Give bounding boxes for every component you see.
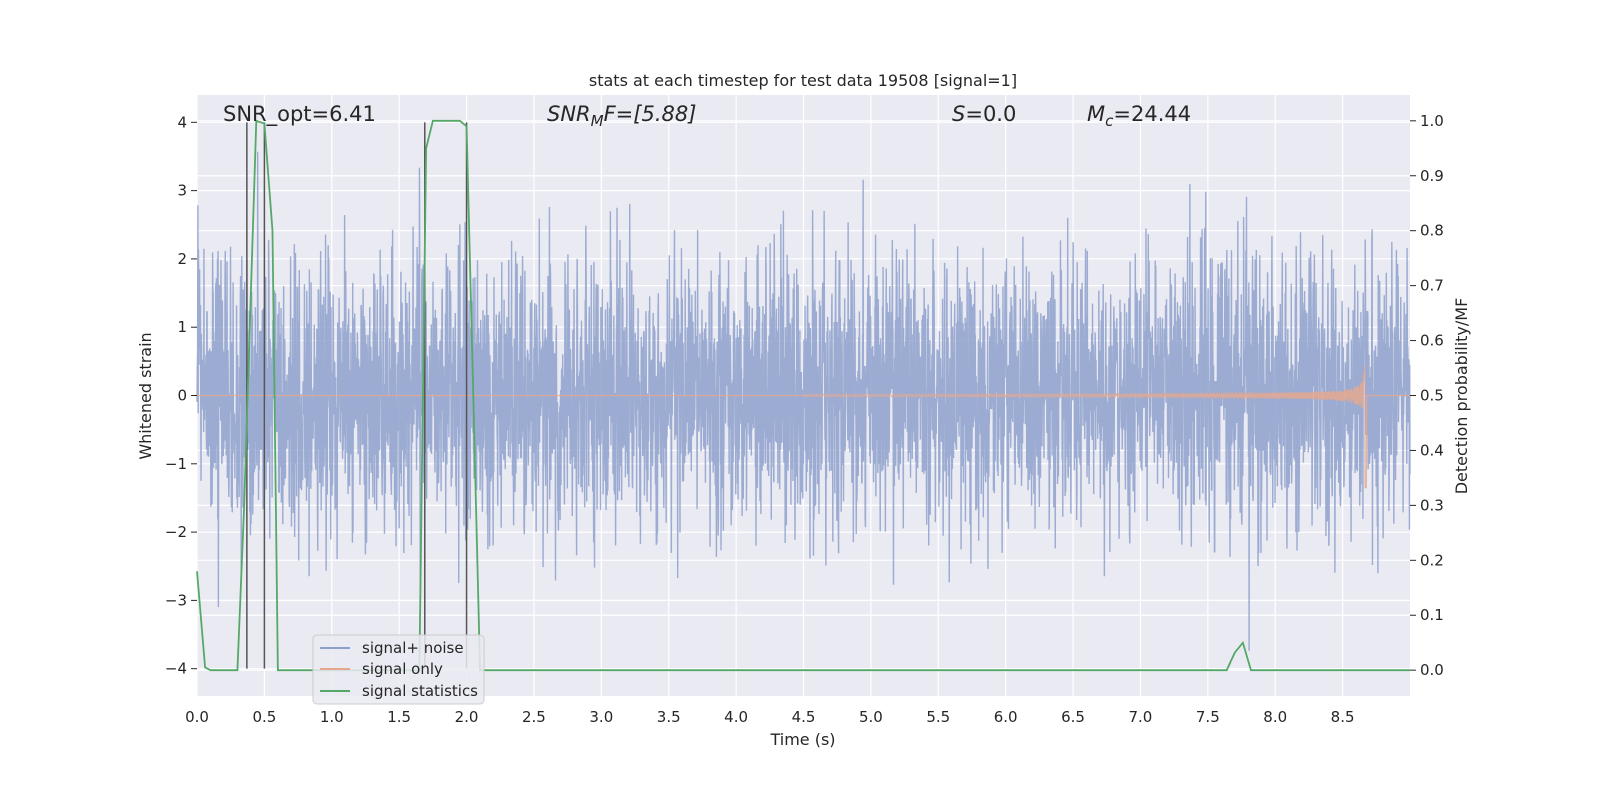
- annotation-s: S=0.0: [952, 102, 1016, 126]
- annotation-snr-mf-rest: F=[5.88]: [604, 102, 697, 126]
- x-tick-label: 4.0: [724, 708, 748, 726]
- annotation-mc-sub: c: [1105, 112, 1114, 130]
- x-axis-label: Time (s): [769, 730, 835, 749]
- legend-label-signal-statistics: signal statistics: [362, 682, 478, 700]
- y-tick-label: 3: [177, 182, 187, 200]
- annotation-mc-var: M: [1087, 102, 1105, 126]
- signal-noise-line: [196, 151, 1411, 651]
- annotation-mc: Mc=24.44: [1087, 102, 1191, 130]
- signal-only-series: [197, 365, 1410, 489]
- x-tick-label: 7.5: [1196, 708, 1220, 726]
- annotation-snr-opt: SNR_opt=6.41: [223, 102, 376, 127]
- x-tick-label: 6.5: [1061, 708, 1085, 726]
- y2-tick-label: 0.2: [1420, 551, 1444, 569]
- y2-tick-label: 0.0: [1420, 661, 1444, 679]
- y-tick-label: −2: [165, 523, 187, 541]
- y2-tick-label: 0.8: [1420, 222, 1444, 240]
- annotation-snr-mf-sub: M: [591, 112, 604, 130]
- x-tick-label: 8.0: [1263, 708, 1287, 726]
- y-tick-label: 1: [177, 318, 187, 336]
- y2-tick-label: 0.3: [1420, 496, 1444, 514]
- y2-tick-label: 0.9: [1420, 167, 1444, 185]
- annotation-group: SNR_opt=6.41 SNRMF=[5.88] S=0.0 Mc=24.44: [223, 102, 1191, 130]
- y-tick-label: −3: [165, 591, 187, 609]
- x-tick-label: 8.5: [1331, 708, 1355, 726]
- y2-tick-label: 0.4: [1420, 441, 1444, 459]
- annotation-s-var: S: [952, 102, 965, 126]
- signal-only-line: [197, 365, 1410, 489]
- y-axis-label: Whitened strain: [136, 332, 155, 459]
- annotation-mc-rest: =24.44: [1113, 102, 1191, 126]
- x-tick-label: 5.0: [859, 708, 883, 726]
- signal-statistics-series: [196, 119, 1410, 672]
- tick-labels: 0.0 0.5 1.0 1.5 2.0 2.5 3.0 3.5 4.0 4.5 5.0 5.5 6.0 6…: [165, 112, 1444, 726]
- annotation-snr-mf-base: SNR: [547, 102, 591, 126]
- y-tick-label: 0: [177, 387, 187, 405]
- y2-tick-label: 1.0: [1420, 112, 1444, 130]
- y2-tick-label: 0.1: [1420, 606, 1444, 624]
- x-tick-label: 0.5: [252, 708, 276, 726]
- y2-tick-label: 0.6: [1420, 332, 1444, 350]
- y2-tick-label: 0.7: [1420, 277, 1444, 295]
- legend-label-signal-noise: signal+ noise: [362, 639, 464, 657]
- x-tick-label: 7.0: [1129, 708, 1153, 726]
- x-tick-label: 5.5: [926, 708, 950, 726]
- y-tick-label: 2: [177, 250, 187, 268]
- legend-box: [312, 634, 485, 705]
- legend: signal+ noise signal only signal statist…: [312, 634, 485, 705]
- chart-title: stats at each timestep for test data 195…: [589, 71, 1017, 90]
- signal-noise-series: [196, 151, 1411, 651]
- x-tick-label: 4.5: [792, 708, 816, 726]
- x-tick-label: 2.5: [522, 708, 546, 726]
- x-tick-label: 3.5: [657, 708, 681, 726]
- x-tick-label: 2.0: [455, 708, 479, 726]
- annotation-s-rest: =0.0: [965, 102, 1016, 126]
- x-tick-label: 3.0: [589, 708, 613, 726]
- y2-axis-label: Detection probability/MF: [1452, 298, 1471, 495]
- x-tick-label: 1.0: [320, 708, 344, 726]
- x-tick-label: 6.0: [994, 708, 1018, 726]
- x-tick-label: 1.5: [387, 708, 411, 726]
- signal-statistics-line: [196, 119, 1410, 672]
- annotation-snr-mf: SNRMF=[5.88]: [547, 102, 696, 130]
- legend-label-signal-only: signal only: [362, 660, 443, 678]
- y2-tick-label: 0.5: [1420, 387, 1444, 405]
- y-tick-label: −1: [165, 455, 187, 473]
- y-tick-label: −4: [165, 660, 187, 678]
- x-tick-label: 0.0: [185, 708, 209, 726]
- y-tick-label: 4: [177, 113, 187, 131]
